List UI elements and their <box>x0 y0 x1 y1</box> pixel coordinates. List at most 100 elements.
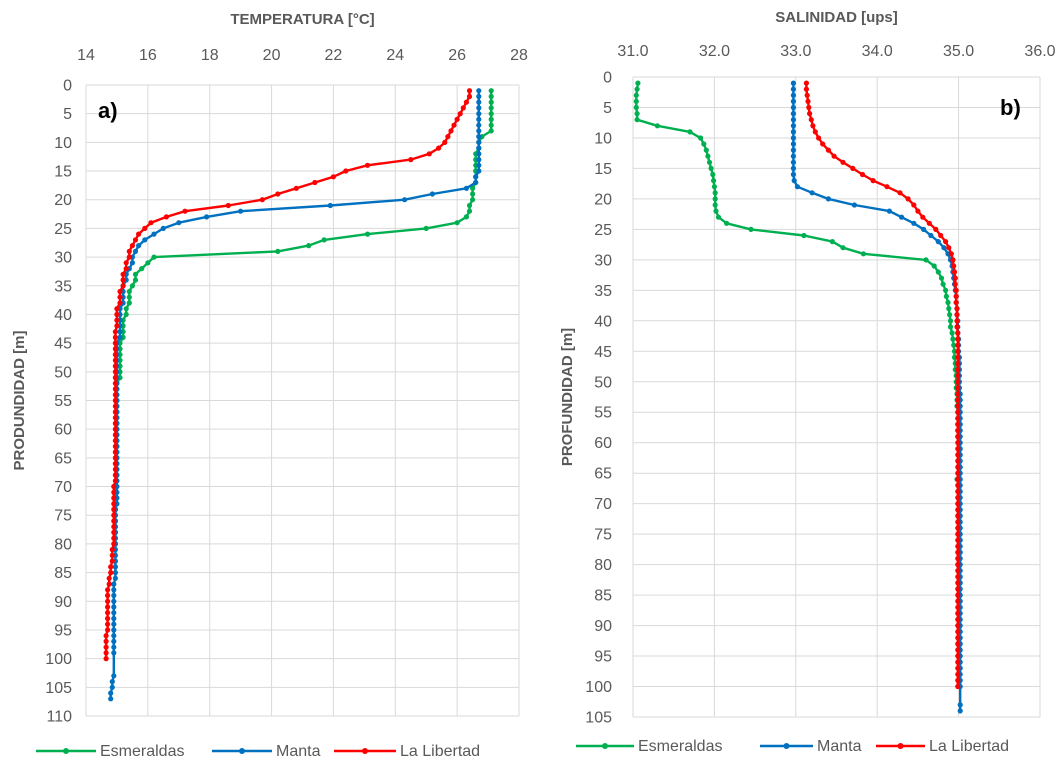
data-point <box>955 379 961 385</box>
data-point <box>103 633 109 639</box>
data-point <box>105 627 111 633</box>
data-point <box>955 354 961 360</box>
y-tick-label: 55 <box>594 405 612 422</box>
data-point <box>790 86 797 92</box>
data-point <box>860 251 867 257</box>
data-point <box>955 683 961 690</box>
data-point <box>112 426 118 432</box>
data-point <box>488 116 494 122</box>
data-point <box>108 696 114 702</box>
data-point <box>105 621 111 627</box>
data-point <box>112 392 118 398</box>
y-tick-label: 5 <box>603 100 612 117</box>
legend-label: Manta <box>276 743 321 760</box>
data-point <box>955 391 961 397</box>
series-line-manta <box>109 89 480 700</box>
y-tick-label: 20 <box>594 191 612 208</box>
data-point <box>330 174 336 180</box>
data-point <box>955 427 961 434</box>
x-tick-label: 35.0 <box>943 43 974 60</box>
data-point <box>476 88 482 94</box>
y-tick-label: 15 <box>594 161 612 178</box>
y-tick-label: 0 <box>603 70 612 87</box>
data-point <box>112 455 118 461</box>
data-point <box>947 324 954 330</box>
data-point <box>106 581 112 587</box>
y-tick-label: 80 <box>594 557 612 574</box>
series-la-libertad <box>103 88 473 662</box>
data-point <box>635 80 641 86</box>
data-point <box>103 638 109 645</box>
data-point <box>123 260 129 266</box>
data-point <box>790 111 797 117</box>
data-point <box>463 214 469 220</box>
data-point <box>790 165 797 171</box>
data-point <box>955 610 961 617</box>
y-tick-label: 70 <box>594 496 612 513</box>
legend-label: Esmeraldas <box>100 743 184 760</box>
data-point <box>808 117 814 123</box>
data-point <box>705 153 711 159</box>
data-point <box>955 623 961 629</box>
series-line-esmeraldas <box>114 89 493 546</box>
data-point <box>955 592 961 598</box>
data-point <box>810 123 816 129</box>
data-point <box>454 220 460 226</box>
data-point <box>108 690 114 696</box>
data-point <box>955 616 961 623</box>
data-point <box>112 461 118 467</box>
data-point <box>476 128 482 134</box>
legend-label: Esmeraldas <box>638 738 722 755</box>
data-point <box>955 659 961 665</box>
series-esmeraldas <box>633 80 962 482</box>
data-point <box>132 277 139 283</box>
y-tick-label: 10 <box>594 130 612 147</box>
data-point <box>955 586 961 592</box>
x-tick-label: 34.0 <box>862 43 893 60</box>
data-point <box>955 488 961 495</box>
data-point <box>182 208 188 214</box>
legend: Esmeraldas Manta La Libertad <box>576 738 1009 755</box>
y-tick-label: 65 <box>594 466 612 483</box>
x-tick-label: 36.0 <box>1024 43 1055 60</box>
gridlines <box>632 76 1041 718</box>
legend-item-la-libertad: La Libertad <box>876 738 1009 755</box>
data-point <box>950 257 956 263</box>
y-tick-label: 70 <box>54 479 72 496</box>
data-point <box>712 202 718 208</box>
data-point <box>633 104 639 111</box>
data-point <box>955 495 961 501</box>
y-tick-label: 50 <box>54 364 72 381</box>
data-point <box>816 135 822 141</box>
y-tick-label: 60 <box>54 422 72 439</box>
legend-item-esmeraldas: Esmeraldas <box>36 743 184 760</box>
y-axis-title-profundidad: PROFUNDIDAD [m] <box>559 328 576 466</box>
data-point <box>955 342 961 348</box>
data-point <box>708 165 714 171</box>
data-point <box>364 231 371 237</box>
data-point <box>120 271 126 277</box>
data-point <box>112 397 118 404</box>
data-point <box>712 196 718 202</box>
y-tick-label: 100 <box>45 651 72 668</box>
data-point <box>945 299 951 306</box>
x-axis-title-temperatura: TEMPERATURA [°C] <box>230 11 374 28</box>
data-point <box>488 105 494 111</box>
data-point <box>955 452 961 458</box>
data-point <box>160 225 166 231</box>
data-point <box>112 369 118 375</box>
temperature-panel: 14 16 18 20 22 24 26 28 0 5 10 15 20 25 30 35 40 45 50 55 60… <box>11 11 528 760</box>
data-point <box>955 336 961 342</box>
data-point <box>470 197 476 203</box>
legend-marker <box>63 748 69 754</box>
data-point <box>112 340 118 346</box>
data-point <box>850 165 856 171</box>
data-point <box>712 190 718 196</box>
x-tick-label: 24 <box>386 47 404 64</box>
y-tick-label: 10 <box>54 135 72 152</box>
data-point <box>454 116 460 122</box>
data-point <box>790 104 797 111</box>
y-tick-label: 20 <box>54 192 72 209</box>
data-point <box>926 220 932 226</box>
x-tick-label: 32.0 <box>699 43 730 60</box>
